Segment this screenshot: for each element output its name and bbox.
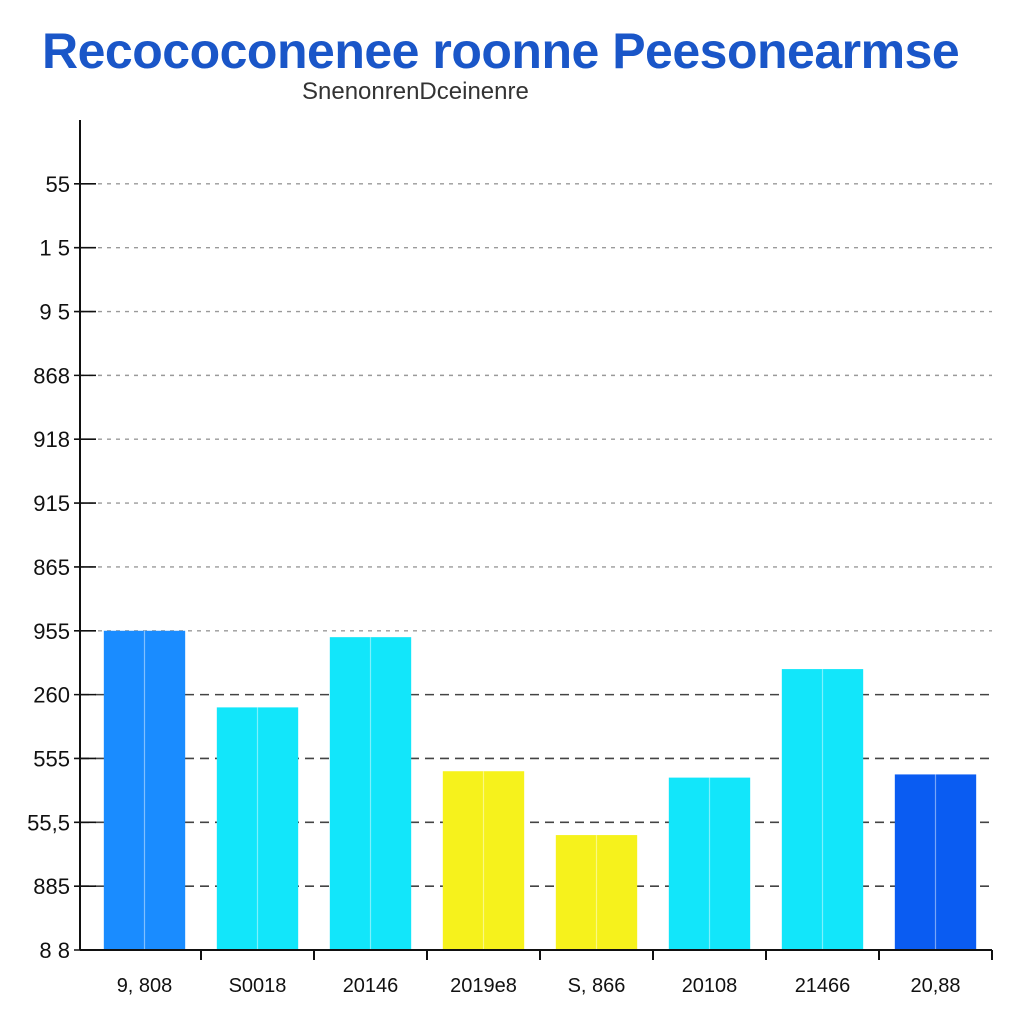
x-tick-label: 20108 — [682, 975, 738, 997]
bar — [329, 637, 412, 950]
x-tick-label: S, 866 — [568, 975, 626, 997]
y-tick-label: 865 — [33, 555, 70, 580]
x-tick-label: 20146 — [343, 975, 399, 997]
y-tick-label: 955 — [33, 619, 70, 644]
bar — [894, 774, 977, 950]
x-tick-label: S0018 — [229, 975, 287, 997]
y-ticks: 8 8 885 55,5 555 260 955 865 915 918 868 9 5 1 5 55 — [27, 172, 96, 963]
chart-title: Recococonenee roonne Peesonearmse — [42, 23, 960, 79]
y-tick-label: 260 — [33, 683, 70, 708]
bar — [555, 835, 638, 950]
y-tick-label: 915 — [33, 491, 70, 516]
y-tick-label: 885 — [33, 874, 70, 899]
y-tick-label: 868 — [33, 363, 70, 388]
y-tick-label: 1 5 — [39, 236, 70, 261]
bar — [103, 630, 186, 950]
x-tick-label: 2019e8 — [450, 975, 517, 997]
x-tick-label: 20,88 — [910, 975, 960, 997]
bar — [781, 669, 864, 950]
x-tick-label: 21466 — [795, 975, 851, 997]
y-tick-label: 55 — [46, 172, 70, 197]
x-ticks: 9, 808 S0018 20146 2019e8 S, 866 20108 21466 20… — [117, 950, 993, 997]
y-tick-label: 555 — [33, 746, 70, 771]
bars — [103, 630, 977, 950]
y-tick-label: 55,5 — [27, 810, 70, 835]
x-tick-label: 9, 808 — [117, 975, 173, 997]
bar — [442, 771, 525, 950]
y-tick-label: 9 5 — [39, 300, 70, 325]
bar — [668, 777, 751, 950]
y-tick-label: 918 — [33, 427, 70, 452]
chart-subtitle: SnenonrenDceinenre — [302, 78, 529, 105]
axes — [79, 120, 992, 951]
y-tick-label: 8 8 — [39, 938, 70, 963]
bar — [216, 707, 299, 950]
